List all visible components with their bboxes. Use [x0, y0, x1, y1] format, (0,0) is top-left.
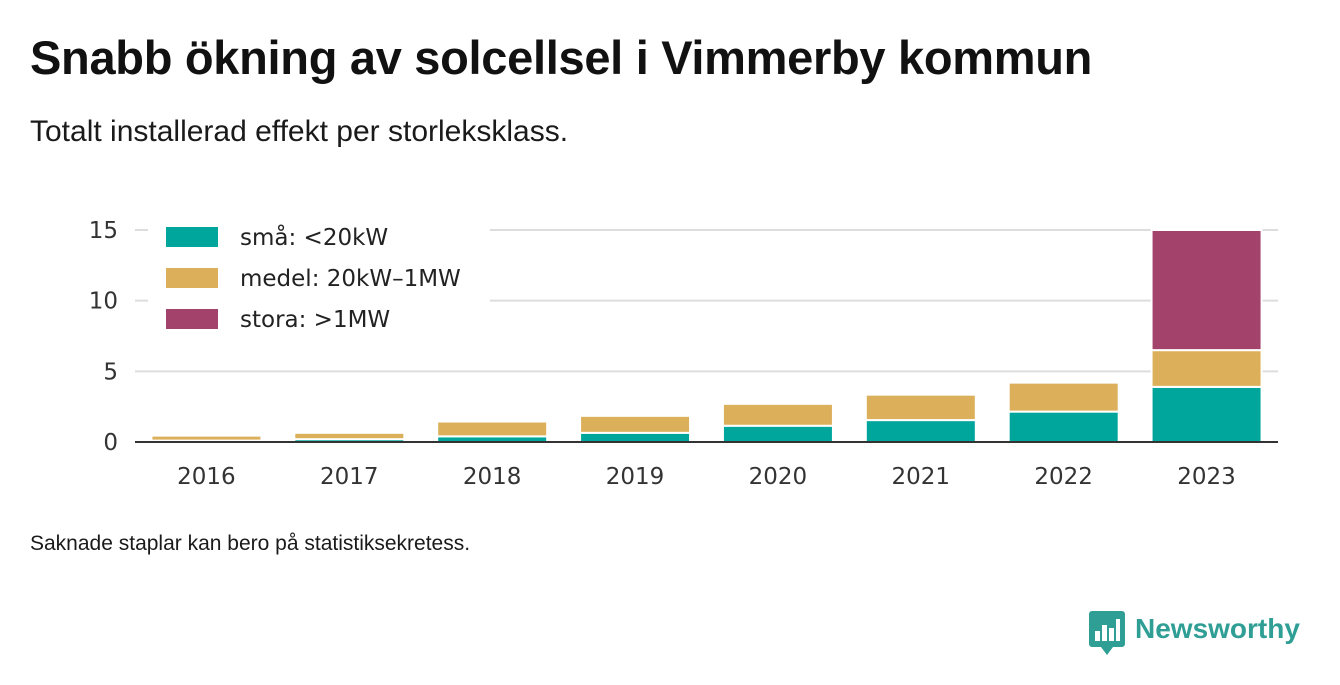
x-tick-label: 2022 [1034, 464, 1093, 490]
brand-name: Newsworthy [1135, 613, 1300, 644]
x-tick-label: 2023 [1177, 464, 1236, 490]
y-tick-label: 5 [103, 359, 118, 385]
bar-segment [864, 419, 977, 444]
legend-label: medel: 20kW–1MW [240, 266, 461, 292]
brand-logo: Newsworthy [1089, 611, 1300, 659]
x-tick-label: 2016 [177, 464, 236, 490]
bar-segment [293, 431, 406, 441]
bar-segment [436, 420, 549, 438]
bar-segment [721, 424, 834, 444]
bar-segment [1150, 385, 1263, 444]
y-tick-label: 0 [103, 430, 118, 456]
x-tick-label: 2019 [606, 464, 665, 490]
bar-segment [579, 431, 692, 444]
legend-label: stora: >1MW [240, 307, 390, 333]
y-tick-label: 10 [89, 289, 118, 315]
legend-label: små: <20kW [240, 223, 388, 251]
x-tick-label: 2018 [463, 464, 522, 490]
chart-subtitle: Totalt installerad effekt per storlekskl… [30, 115, 569, 148]
stacked-bar-chart: 0 5 10 15 2016 2017 2018 2019 2020 2021 2022 2023 sm… [89, 218, 1278, 490]
bar-segment [579, 414, 692, 434]
legend-swatch [166, 227, 218, 247]
bar-segment [721, 402, 834, 427]
x-tick-label: 2017 [320, 464, 379, 490]
legend-swatch [166, 268, 218, 288]
y-tick-label: 15 [89, 218, 118, 244]
bar-segment [1007, 381, 1120, 413]
bar-segment [1150, 229, 1263, 352]
bar-segment [150, 434, 263, 442]
footnote: Saknade staplar kan bero på statistiksek… [30, 532, 471, 555]
bar-segment [1150, 349, 1263, 388]
newsworthy-logo-icon [1089, 611, 1125, 655]
legend-swatch [166, 309, 218, 329]
x-tick-label: 2021 [892, 464, 951, 490]
bar-segment [864, 393, 977, 422]
x-tick-label: 2020 [749, 464, 808, 490]
bar-segment [1007, 410, 1120, 443]
chart-title: Snabb ökning av solcellsel i Vimmerby ko… [30, 31, 1093, 84]
